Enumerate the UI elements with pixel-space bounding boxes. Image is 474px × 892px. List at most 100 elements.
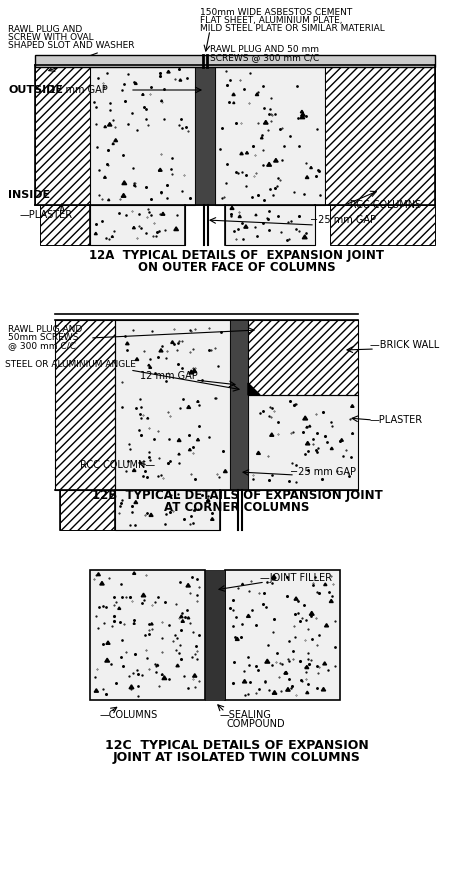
Polygon shape <box>134 500 137 503</box>
Polygon shape <box>106 641 110 644</box>
Polygon shape <box>133 623 135 624</box>
Polygon shape <box>159 349 163 351</box>
Polygon shape <box>189 449 191 450</box>
Polygon shape <box>171 341 174 343</box>
Text: 150mm WIDE ASBESTOS CEMENT: 150mm WIDE ASBESTOS CEMENT <box>200 8 352 17</box>
Bar <box>40 205 90 245</box>
Text: @ 300 mm C/C: @ 300 mm C/C <box>8 341 76 350</box>
Polygon shape <box>176 665 179 666</box>
Text: OUTSIDE: OUTSIDE <box>8 85 63 95</box>
Polygon shape <box>240 152 243 154</box>
Polygon shape <box>324 583 327 585</box>
Polygon shape <box>142 94 144 95</box>
Polygon shape <box>310 167 312 169</box>
Bar <box>35 65 90 205</box>
Polygon shape <box>310 611 314 615</box>
Bar <box>35 55 435 67</box>
Polygon shape <box>321 688 326 691</box>
Polygon shape <box>206 499 210 501</box>
Bar <box>115 490 220 530</box>
Polygon shape <box>306 691 309 694</box>
Bar <box>55 320 115 490</box>
Bar <box>90 205 185 245</box>
Polygon shape <box>294 597 298 600</box>
Polygon shape <box>302 235 307 239</box>
Polygon shape <box>303 416 308 420</box>
Polygon shape <box>329 599 333 602</box>
Polygon shape <box>260 136 263 139</box>
Polygon shape <box>238 215 241 218</box>
Polygon shape <box>187 405 191 409</box>
Bar <box>55 320 115 490</box>
Polygon shape <box>192 673 197 677</box>
Polygon shape <box>108 122 112 126</box>
Polygon shape <box>174 227 179 231</box>
Polygon shape <box>108 199 110 201</box>
Text: COMPOUND: COMPOUND <box>227 719 286 729</box>
Text: −25 mm GAP: −25 mm GAP <box>290 467 356 477</box>
Bar <box>60 490 115 530</box>
Polygon shape <box>132 227 136 228</box>
Polygon shape <box>230 206 234 210</box>
Polygon shape <box>179 78 182 81</box>
Polygon shape <box>94 689 99 692</box>
Polygon shape <box>305 176 309 178</box>
Polygon shape <box>305 442 310 445</box>
Polygon shape <box>246 615 250 617</box>
Polygon shape <box>129 685 134 689</box>
Polygon shape <box>187 616 190 619</box>
Bar <box>330 205 435 245</box>
Bar <box>115 320 230 490</box>
Polygon shape <box>351 405 354 408</box>
Polygon shape <box>306 426 308 428</box>
Polygon shape <box>192 368 197 373</box>
Text: 12B  TYPICAL DETAILS OF EXPANSION JOINT: 12B TYPICAL DETAILS OF EXPANSION JOINT <box>91 489 383 502</box>
Text: —RCC COLUMNS: —RCC COLUMNS <box>340 200 421 210</box>
Bar <box>248 320 358 395</box>
Polygon shape <box>272 574 276 578</box>
Text: —PLASTER: —PLASTER <box>20 210 73 220</box>
Text: SHAPED SLOT AND WASHER: SHAPED SLOT AND WASHER <box>8 41 135 50</box>
Polygon shape <box>141 593 146 597</box>
Bar <box>90 65 195 205</box>
Polygon shape <box>246 152 248 153</box>
Polygon shape <box>161 212 165 215</box>
Polygon shape <box>270 433 274 436</box>
Polygon shape <box>284 672 288 674</box>
Polygon shape <box>323 662 327 665</box>
Text: MILD STEEL PLATE OR SIMILAR MATERIAL: MILD STEEL PLATE OR SIMILAR MATERIAL <box>200 24 385 33</box>
Polygon shape <box>210 517 214 520</box>
Bar <box>248 320 358 395</box>
Polygon shape <box>111 235 113 237</box>
Polygon shape <box>114 138 118 142</box>
Polygon shape <box>233 102 235 103</box>
Polygon shape <box>133 572 136 574</box>
Polygon shape <box>105 658 109 662</box>
Polygon shape <box>161 100 163 102</box>
Polygon shape <box>301 111 303 112</box>
Polygon shape <box>186 583 191 587</box>
Polygon shape <box>223 469 227 473</box>
Polygon shape <box>265 659 270 663</box>
Polygon shape <box>264 120 268 124</box>
Text: SCREWS @ 300 mm C/C: SCREWS @ 300 mm C/C <box>210 53 319 62</box>
Polygon shape <box>273 159 278 162</box>
Text: —PLASTER: —PLASTER <box>370 415 423 425</box>
Polygon shape <box>189 370 194 374</box>
Text: —BRICK WALL: —BRICK WALL <box>370 340 439 350</box>
Text: STEEL OR ALUMINIUM ANGLE: STEEL OR ALUMINIUM ANGLE <box>5 360 136 369</box>
Polygon shape <box>147 417 149 419</box>
Polygon shape <box>121 194 126 197</box>
Polygon shape <box>301 112 305 116</box>
Text: INSIDE: INSIDE <box>8 190 50 200</box>
Bar <box>225 205 315 245</box>
Polygon shape <box>242 583 244 585</box>
Bar <box>225 570 340 700</box>
Polygon shape <box>284 672 287 674</box>
Polygon shape <box>112 143 114 145</box>
Text: ON OUTER FACE OF COLUMNS: ON OUTER FACE OF COLUMNS <box>138 261 336 274</box>
Polygon shape <box>104 126 107 128</box>
Polygon shape <box>256 451 260 454</box>
Polygon shape <box>352 433 354 434</box>
Polygon shape <box>158 169 162 171</box>
